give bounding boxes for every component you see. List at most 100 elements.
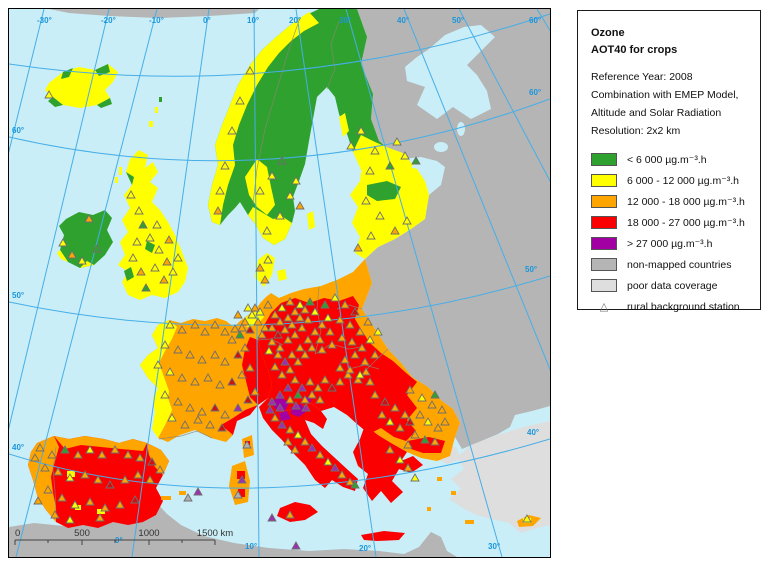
- station-marker: [430, 437, 440, 446]
- station-marker: [411, 156, 421, 165]
- station-marker: [47, 450, 57, 459]
- legend-swatch: [591, 216, 617, 230]
- station-marker: [405, 385, 415, 394]
- norway-coast: [208, 12, 319, 225]
- station-marker: [301, 403, 311, 412]
- station-marker: [210, 403, 220, 412]
- legend-item: 12 000 - 18 000 µg.m⁻³.h: [591, 191, 752, 212]
- station-marker: [287, 350, 297, 359]
- station-marker: [402, 216, 412, 225]
- station-marker: [264, 346, 274, 355]
- station-marker: [347, 337, 357, 346]
- station-marker: [350, 350, 360, 359]
- station-marker: [168, 267, 178, 276]
- legend-label: < 6 000 µg.m⁻³.h: [627, 153, 707, 166]
- station-marker: [233, 310, 243, 319]
- map-canvas: -30° -20° -10° 0° 10° 20° 30° 40° 50° 60° 60° 50° 40…: [8, 8, 551, 558]
- country-uk: [118, 150, 188, 300]
- station-marker: [250, 387, 260, 396]
- station-marker: [340, 300, 350, 309]
- station-marker: [193, 415, 203, 424]
- station-marker: [255, 186, 265, 195]
- station-marker: [190, 377, 200, 386]
- station-marker: [126, 190, 136, 199]
- station-marker: [335, 363, 345, 372]
- station-marker: [167, 413, 177, 422]
- station-marker: [375, 211, 385, 220]
- station-marker: [307, 343, 317, 352]
- station-marker: [240, 343, 250, 352]
- station-marker: [345, 320, 355, 329]
- balearic-2: [179, 491, 186, 495]
- station-marker: [346, 141, 356, 150]
- station-marker: [277, 156, 287, 165]
- station-marker: [305, 297, 315, 306]
- station-marker: [135, 453, 145, 462]
- station-marker: [417, 393, 427, 402]
- station-marker: [345, 365, 355, 374]
- station-marker: [263, 255, 273, 264]
- legend-panel: Ozone AOT40 for crops Reference Year: 20…: [577, 10, 761, 313]
- graticule-label: 20°: [289, 16, 301, 25]
- station-marker: [65, 515, 75, 524]
- station-marker: [293, 430, 303, 439]
- station-marker: [220, 327, 230, 336]
- station-marker: [315, 450, 325, 459]
- station-marker: [427, 400, 437, 409]
- station-marker: [147, 457, 157, 466]
- legend-item: non-mapped countries: [591, 254, 752, 275]
- legend-item: < 6 000 µg.m⁻³.h: [591, 149, 752, 170]
- station-marker: [134, 206, 144, 215]
- station-marker: [197, 407, 207, 416]
- station-marker: [350, 480, 360, 489]
- station-marker: [335, 315, 345, 324]
- hebrides-2: [115, 177, 118, 183]
- station-marker: [303, 315, 313, 324]
- station-marker: [237, 370, 247, 379]
- graticule-label: 0°: [203, 16, 211, 25]
- station-marker: [275, 343, 285, 352]
- legend-classes: < 6 000 µg.m⁻³.h 6 000 - 12 000 µg.m⁻³.h 1…: [591, 149, 752, 317]
- station-marker: [185, 350, 195, 359]
- station-marker: [353, 243, 363, 252]
- station-marker: [370, 390, 380, 399]
- denmark-islands: [277, 269, 287, 281]
- station-marker: [437, 405, 447, 414]
- station-marker: [361, 196, 371, 205]
- station-marker: [300, 395, 310, 404]
- station-marker: [164, 235, 174, 244]
- station-marker: [220, 410, 230, 419]
- station-marker: [323, 457, 333, 466]
- legend-swatch: [591, 279, 617, 293]
- station-marker: [385, 445, 395, 454]
- station-marker: [141, 283, 151, 292]
- station-marker: [373, 327, 383, 336]
- station-marker: [210, 350, 220, 359]
- station-marker: [363, 317, 373, 326]
- station-marker: [152, 220, 162, 229]
- station-marker: [183, 493, 193, 502]
- graticule-label: 60°: [12, 126, 24, 135]
- station-marker: [405, 417, 415, 426]
- station-marker: [285, 297, 295, 306]
- station-marker: [65, 473, 75, 482]
- alps-purple-4: [305, 397, 311, 402]
- station-marker: [35, 443, 45, 452]
- station-marker: [177, 325, 187, 334]
- uk-green-wales: [124, 267, 134, 281]
- station-marker: [77, 256, 87, 265]
- station-marker: [360, 357, 370, 366]
- station-marker: [313, 383, 323, 392]
- sardinia-red-2: [238, 489, 245, 497]
- station-marker: [285, 425, 295, 434]
- station-marker: [92, 244, 102, 253]
- station-marker: [365, 166, 375, 175]
- finland-coast-patch: [339, 113, 349, 137]
- station-marker: [40, 463, 50, 472]
- shetland-1: [155, 107, 158, 113]
- legend-swatch: [591, 237, 617, 251]
- station-marker: [522, 514, 532, 523]
- graticule-label: 50°: [452, 16, 464, 25]
- graticule-label: 60°: [529, 16, 541, 25]
- legend-meta-line: Altitude and Solar Radiation: [591, 107, 722, 120]
